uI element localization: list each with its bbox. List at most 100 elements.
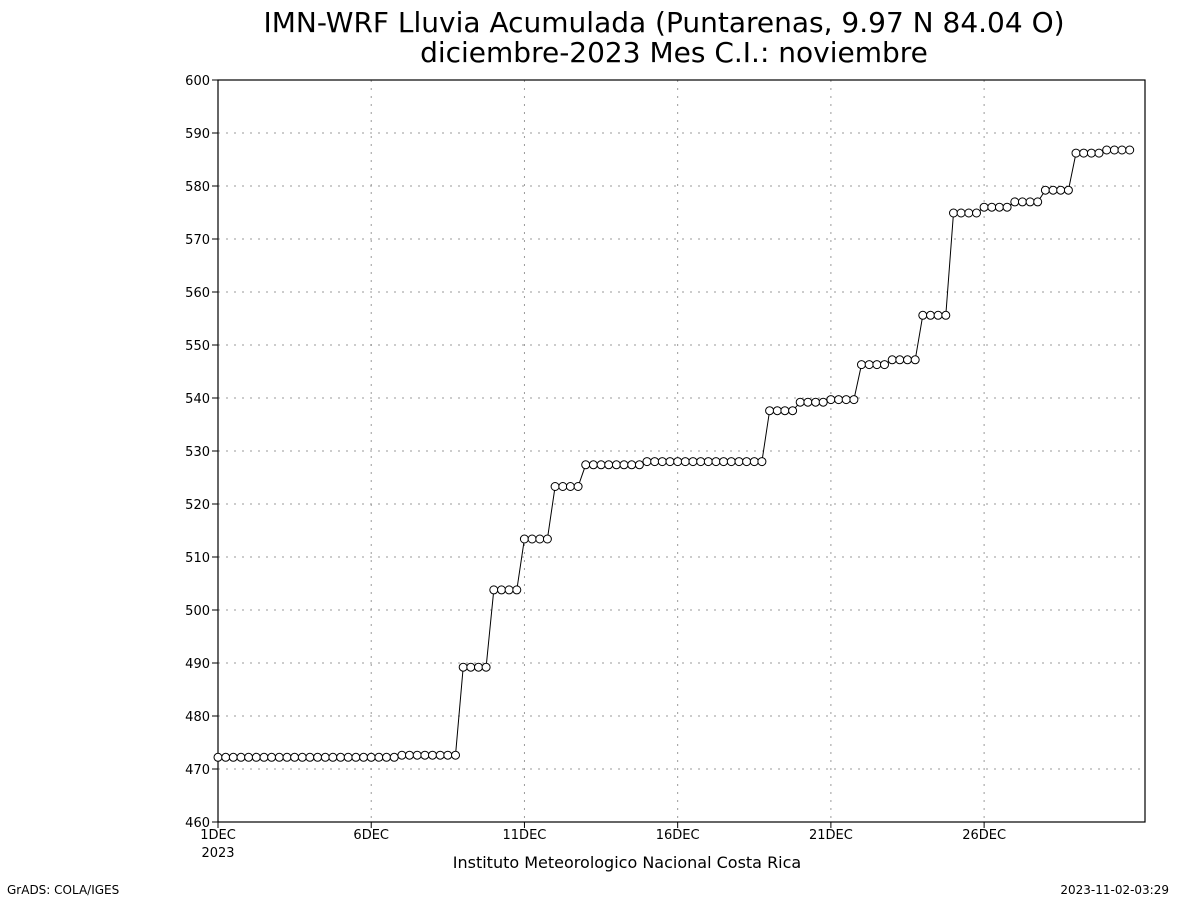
data-point: [1048, 185, 1058, 195]
data-point: [933, 310, 943, 320]
data-point: [749, 457, 759, 467]
data-point: [703, 457, 713, 467]
grid-lines: [218, 80, 1145, 822]
data-point: [1002, 202, 1012, 212]
data-point: [864, 360, 874, 370]
data-point: [757, 457, 767, 467]
data-point: [320, 752, 330, 762]
data-point: [221, 752, 231, 762]
data-point: [665, 457, 675, 467]
data-point: [290, 752, 300, 762]
y-tick-label: 510: [185, 551, 210, 566]
data-point: [497, 585, 506, 595]
y-tick-label: 530: [185, 445, 210, 460]
data-point: [343, 752, 353, 762]
data-point: [895, 355, 905, 365]
data-point: [849, 395, 859, 405]
data-point: [1056, 185, 1066, 195]
data-point: [489, 585, 499, 595]
data-point: [964, 208, 974, 218]
y-tick-label: 550: [185, 339, 210, 354]
data-point: [818, 397, 828, 407]
data-point: [542, 534, 552, 544]
x-tick-label: 6DEC: [353, 828, 389, 843]
footer-left-text: GrADS: COLA/IGES: [7, 883, 119, 897]
data-point: [1010, 197, 1020, 207]
rain-series: [213, 145, 1135, 762]
y-tick-label: 460: [185, 816, 210, 831]
data-point: [1071, 148, 1081, 158]
y-tick-label: 560: [185, 286, 210, 301]
data-point: [512, 585, 522, 595]
data-point: [428, 750, 437, 760]
data-point: [251, 752, 261, 762]
data-point: [872, 360, 882, 370]
data-point: [558, 482, 568, 491]
data-point: [565, 482, 575, 491]
data-point: [711, 457, 721, 467]
y-tick-label: 580: [185, 180, 210, 195]
data-point: [903, 355, 912, 365]
data-point: [474, 662, 483, 672]
data-point: [458, 662, 468, 672]
data-point: [328, 752, 338, 762]
data-point: [719, 457, 729, 467]
data-point: [1117, 145, 1127, 155]
data-point: [313, 752, 323, 762]
data-point: [527, 534, 537, 544]
data-point: [1040, 185, 1050, 195]
data-point: [972, 208, 981, 218]
x-tick-label: 1DEC: [200, 828, 236, 843]
data-point: [834, 395, 844, 405]
x-tick-label: 21DEC: [809, 828, 853, 843]
y-tick-label: 490: [185, 657, 210, 672]
data-point: [236, 752, 246, 762]
y-tick-label: 480: [185, 710, 210, 725]
data-point: [228, 752, 238, 762]
data-point: [956, 208, 966, 218]
data-point: [742, 457, 752, 467]
data-point: [1033, 197, 1043, 207]
data-point: [443, 750, 453, 760]
data-point: [435, 750, 445, 760]
rain-series-line: [218, 149, 1130, 758]
data-point: [259, 752, 269, 762]
data-point: [213, 752, 223, 762]
data-point: [680, 457, 690, 467]
data-point: [673, 457, 683, 467]
x-tick-label: 26DEC: [962, 828, 1006, 843]
x-tick-label: 16DEC: [656, 828, 700, 843]
data-point: [1102, 145, 1112, 155]
data-point: [588, 460, 598, 470]
y-tick-label: 590: [185, 127, 210, 142]
data-point: [581, 460, 591, 470]
data-point: [451, 750, 460, 760]
data-point: [405, 750, 414, 760]
data-point: [535, 534, 545, 544]
data-point: [994, 202, 1004, 212]
data-point: [297, 752, 307, 762]
data-point: [550, 482, 560, 491]
data-point: [596, 460, 606, 470]
data-point: [397, 750, 407, 760]
data-point: [305, 752, 315, 762]
data-point: [604, 460, 614, 470]
data-point: [880, 360, 889, 370]
chart-title-line-1: IMN-WRF Lluvia Acumulada (Puntarenas, 9.…: [263, 6, 1064, 39]
data-point: [274, 752, 284, 762]
data-point: [780, 406, 790, 416]
data-point: [642, 457, 652, 467]
data-point: [788, 406, 798, 416]
data-point: [1025, 197, 1035, 207]
footer-right-text: 2023-11-02-03:29: [1060, 883, 1169, 897]
data-point: [772, 406, 782, 416]
y-tick-label: 470: [185, 763, 210, 778]
y-tick-label: 520: [185, 498, 210, 513]
data-point: [887, 355, 897, 365]
data-point: [420, 750, 430, 760]
data-point: [1079, 148, 1089, 158]
data-point: [857, 360, 866, 370]
data-point: [696, 457, 706, 467]
data-point: [1086, 148, 1096, 158]
